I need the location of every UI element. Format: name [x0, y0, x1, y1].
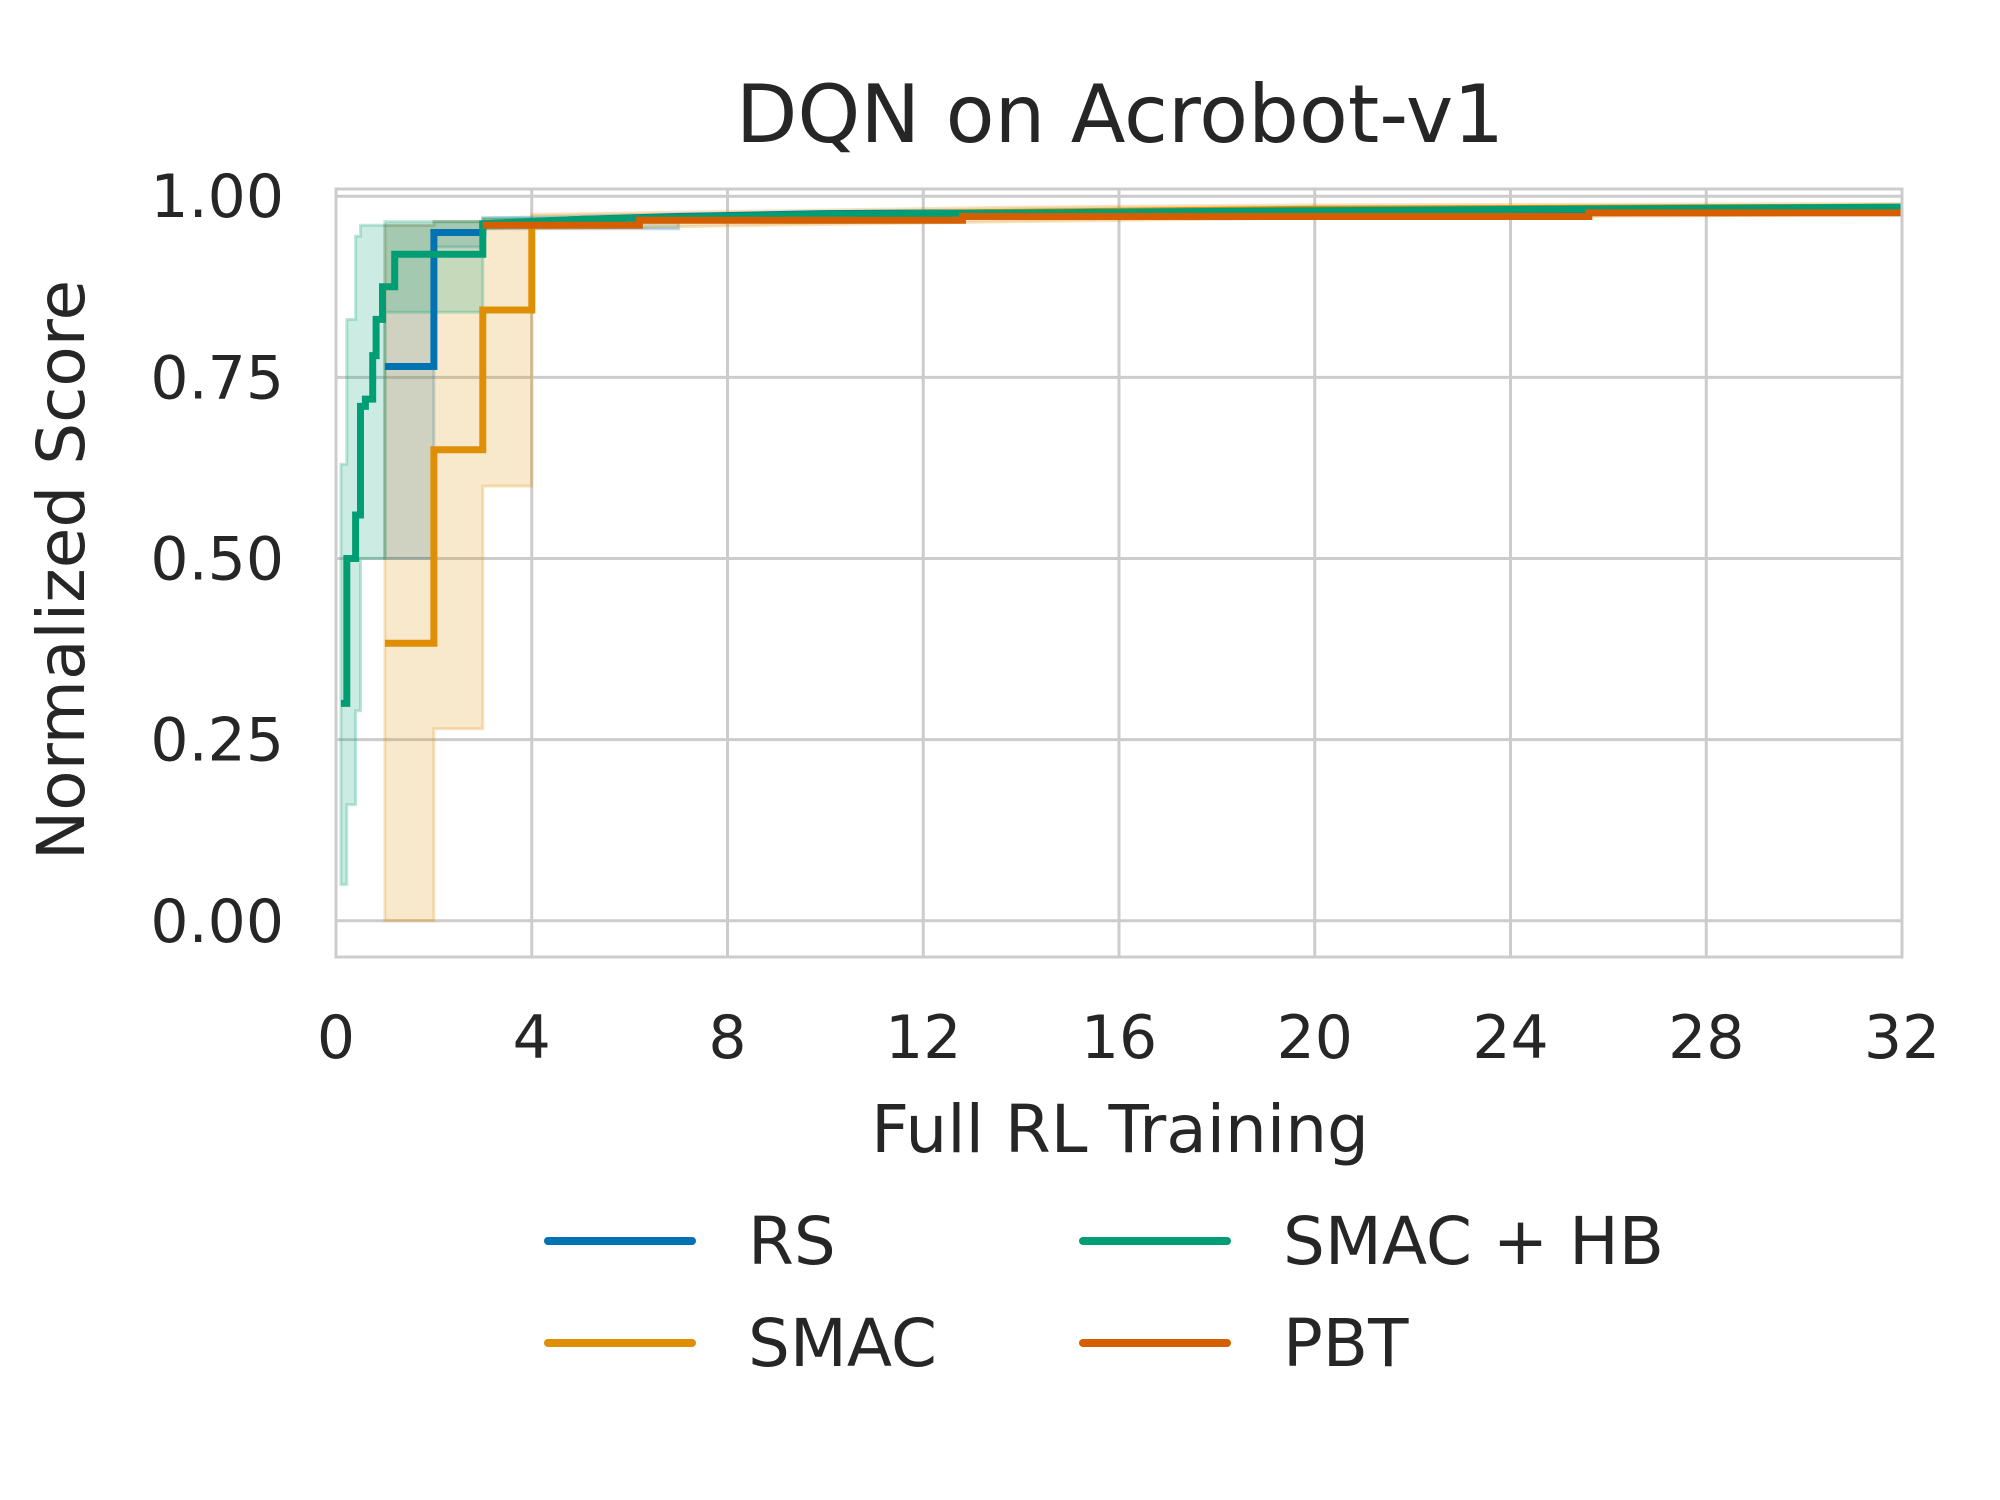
y-tick-label: 0.50 [150, 525, 284, 595]
x-tick-label: 20 [1277, 1003, 1353, 1073]
x-tick-label: 8 [708, 1003, 746, 1073]
x-axis-label: Full RL Training [871, 1091, 1369, 1168]
legend-label-pbt: PBT [1283, 1305, 1409, 1382]
legend-label-smac: SMAC [748, 1305, 937, 1382]
tick-labels: 0 4 8 12 16 20 24 28 32 0.00 0.25 0.50 0.75 1.00 [150, 162, 1940, 1073]
legend-label-smac-hb: SMAC + HB [1283, 1203, 1664, 1280]
x-tick-label: 12 [885, 1003, 961, 1073]
x-tick-label: 24 [1472, 1003, 1548, 1073]
y-tick-label: 1.00 [150, 162, 284, 232]
series-lines [340, 203, 1903, 707]
legend-label-rs: RS [748, 1203, 836, 1280]
x-tick-label: 28 [1668, 1003, 1744, 1073]
x-tick-label: 0 [317, 1003, 355, 1073]
plot-frame [334, 187, 1904, 959]
y-axis-label: Normalized Score [23, 280, 100, 860]
legend: RS SMAC + HB SMAC PBT [544, 1203, 1664, 1382]
y-tick-label: 0.25 [150, 706, 284, 776]
grid [334, 189, 1904, 957]
line-pbt [482, 209, 1902, 229]
x-tick-label: 32 [1864, 1003, 1940, 1073]
x-tick-label: 16 [1081, 1003, 1157, 1073]
y-tick-label: 0.75 [150, 343, 284, 413]
chart-title: DQN on Acrobot-v1 [736, 68, 1504, 161]
y-tick-label: 0.00 [150, 887, 284, 957]
x-tick-label: 4 [513, 1003, 551, 1073]
